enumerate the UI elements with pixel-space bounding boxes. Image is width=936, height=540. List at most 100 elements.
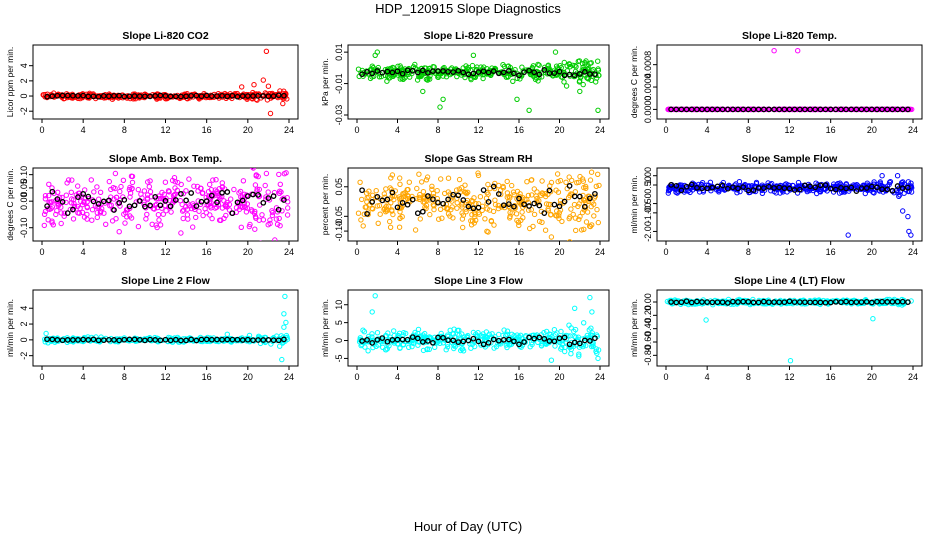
mean-point [250,191,256,198]
mean-point [709,106,716,113]
data-point [277,181,283,188]
mean-point [802,182,808,189]
mean-point [136,198,143,204]
mean-point [214,93,220,99]
mean-point [766,106,772,113]
data-point [551,327,558,333]
mean-point [694,106,700,113]
data-point [248,207,255,213]
outlier-point [283,319,289,326]
x-tick-label: 0 [354,247,359,257]
data-point [578,227,585,233]
mean-point [70,92,76,99]
mean-point [678,106,685,113]
mean-point [704,106,711,113]
y-tick-label: -0.80 [643,345,653,366]
data-point [217,217,223,223]
mean-point [673,182,680,189]
mean-point [244,193,251,199]
data-point [536,62,542,68]
outlier-point [43,330,49,337]
x-tick-label: 8 [746,125,751,135]
mean-point [812,106,819,113]
outlier-point [548,234,555,240]
data-point [595,67,602,74]
x-tick-label: 24 [908,247,918,257]
data-point [576,79,583,85]
data-point [388,175,394,181]
data-point [572,62,578,69]
data-point [576,353,582,359]
mean-point [571,193,578,200]
data-point [449,204,455,210]
mean-point [142,337,148,344]
mean-point [64,92,71,99]
data-point [482,216,488,222]
points-layer [355,49,602,114]
mean-point [724,300,731,306]
data-point [374,330,381,336]
mean-point [683,298,690,305]
panel-5: Slope Gas Stream RH 0 4 8 12 16 20 24 -0.10-0.05… [320,153,610,257]
mean-point [884,106,891,113]
data-point [454,195,460,202]
x-tick-label: 24 [284,372,294,382]
mean-point [817,106,824,113]
mean-point [771,299,777,305]
x-tick-label: 12 [160,247,170,257]
data-point [381,191,387,197]
mean-point [379,197,386,204]
data-point [539,178,545,184]
mean-point [260,199,267,206]
mean-point [147,336,153,343]
data-point [103,221,109,228]
data-point [505,199,512,205]
x-tick-label: 16 [826,247,836,257]
data-point [88,177,95,183]
data-point [213,177,219,183]
mean-point [188,92,195,99]
data-point [207,203,214,209]
x-tick-label: 8 [122,372,127,382]
mean-point [500,69,507,76]
outlier-point [548,357,555,363]
data-point [240,178,247,184]
data-point [524,179,530,185]
data-point [244,192,250,198]
data-point [520,215,526,221]
mean-point [899,298,906,305]
data-point [63,199,69,206]
data-point [166,189,172,195]
mean-point [546,187,553,194]
data-point [256,186,262,193]
data-point [262,182,268,189]
data-point [383,209,389,215]
data-point [460,224,466,231]
mean-point [229,92,236,99]
mean-point [730,298,736,305]
mean-point [905,299,911,305]
data-point [444,205,450,211]
data-point [489,331,495,337]
data-point [357,179,363,186]
mean-point [853,188,860,194]
data-point [484,206,490,212]
mean-point [364,210,370,217]
data-point [216,186,223,192]
points-layer [664,296,914,364]
data-point [120,177,127,184]
data-point [463,189,469,196]
mean-point [541,335,548,342]
x-tick-label: 0 [354,125,359,135]
mean-point [838,184,844,191]
mean-point [359,338,365,344]
data-point [403,330,409,337]
x-tick-label: 12 [160,125,170,135]
mean-point [219,336,225,343]
mean-point [425,70,431,76]
data-point [249,168,255,170]
mean-point [435,68,441,74]
data-point [471,220,477,226]
mean-point [409,196,416,203]
data-point [129,179,136,186]
